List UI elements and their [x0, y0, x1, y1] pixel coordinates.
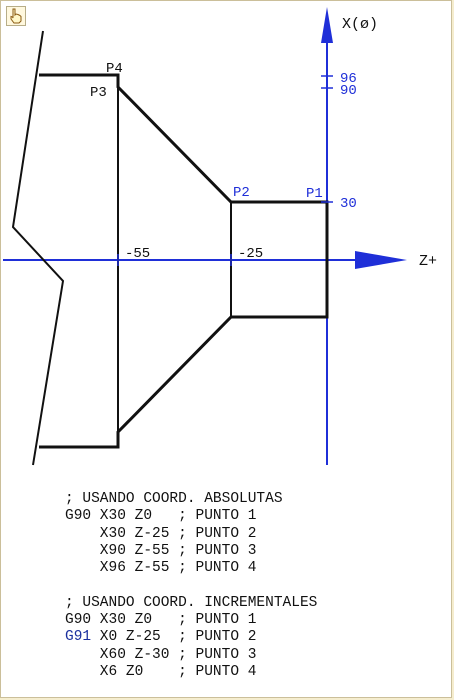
- hand-pointer-icon[interactable]: [6, 6, 26, 26]
- break-line: [11, 30, 65, 466]
- gcode-rest: X90 Z-55 ; PUNTO 3: [65, 542, 257, 559]
- gcode-rest: X30 Z0 ; PUNTO 1: [91, 508, 257, 525]
- gcode-listing: ; USANDO COORD. ABSOLUTAS G90 X30 Z0 ; P…: [65, 491, 445, 681]
- code-line: X96 Z-55 ; PUNTO 4: [65, 560, 445, 577]
- content-area: X(ø) Z+ 96 90 30 -55 -25 P1 P2 P3 P4 ; U…: [3, 3, 449, 695]
- gcode-rest: X60 Z-30 ; PUNTO 3: [65, 646, 257, 663]
- z-axis-arrow-icon: [355, 251, 407, 269]
- code-line: G90 X30 Z0 ; PUNTO 1: [65, 612, 445, 629]
- tick-label-90: 90: [340, 83, 357, 99]
- tick-label-30: 30: [340, 196, 357, 212]
- gcode-rest: X30 Z-25 ; PUNTO 2: [65, 525, 257, 542]
- point-label-p1: P1: [306, 186, 323, 202]
- point-label-p3: P3: [90, 85, 107, 101]
- point-label-p2: P2: [233, 185, 250, 201]
- code-line: X90 Z-55 ; PUNTO 3: [65, 543, 445, 560]
- tick-label-m25: -25: [238, 246, 263, 262]
- hand-pointer-glyph: [10, 8, 22, 24]
- comment-incremental: ; USANDO COORD. INCREMENTALES: [65, 594, 318, 611]
- code-line: X60 Z-30 ; PUNTO 3: [65, 647, 445, 664]
- point-label-p4: P4: [106, 61, 123, 77]
- code-line: X30 Z-25 ; PUNTO 2: [65, 526, 445, 543]
- gcode-word: G90: [65, 612, 92, 629]
- gcode-word-g91: G91: [65, 629, 92, 646]
- gcode-word: G90: [65, 508, 92, 525]
- part-profile-top: [39, 73, 329, 449]
- code-line: X6 Z0 ; PUNTO 4: [65, 664, 445, 681]
- tick-label-m55: -55: [125, 246, 150, 262]
- code-line: G90 X30 Z0 ; PUNTO 1: [65, 508, 445, 525]
- gcode-rest: X96 Z-55 ; PUNTO 4: [65, 560, 257, 577]
- spacer: [65, 577, 445, 594]
- z-axis-label: Z+: [419, 253, 437, 270]
- comment-absolute: ; USANDO COORD. ABSOLUTAS: [65, 491, 283, 507]
- gcode-rest: X0 Z-25 ; PUNTO 2: [91, 629, 257, 646]
- x-axis-label: X(ø): [342, 16, 378, 33]
- gcode-rest: X6 Z0 ; PUNTO 4: [65, 663, 257, 680]
- code-line: G91 X0 Z-25 ; PUNTO 2: [65, 629, 445, 646]
- tick-label-96: 96: [340, 71, 357, 87]
- gcode-rest: X30 Z0 ; PUNTO 1: [91, 612, 257, 629]
- turning-diagram: X(ø) Z+ 96 90 30 -55 -25 P1 P2 P3 P4: [3, 7, 437, 466]
- x-axis-arrow-icon: [321, 7, 333, 43]
